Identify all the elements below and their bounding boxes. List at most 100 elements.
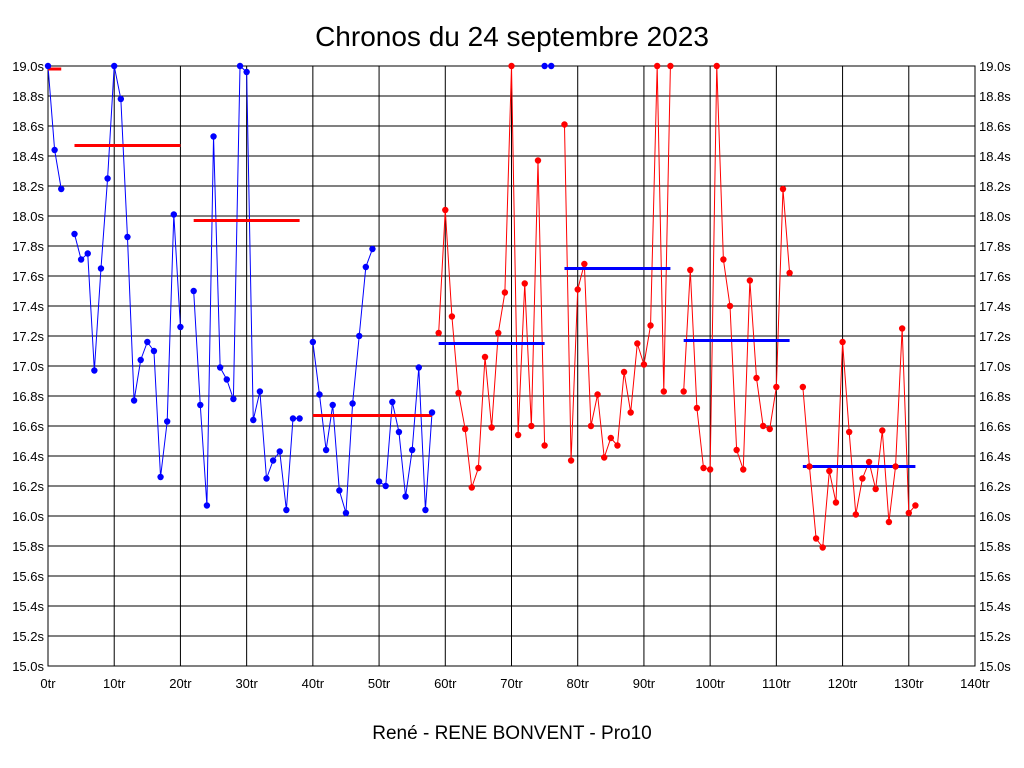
data-point [342,509,350,517]
y-tick-label-right: 17.6s [979,269,1011,284]
y-tick-label-left: 15.6s [12,569,44,584]
data-point [362,263,370,271]
data-point [488,424,495,431]
y-tick-label-left: 15.0s [12,659,44,674]
chart-subtitle: René - RENE BONVENT - Pro10 [372,723,651,744]
data-point [892,463,899,470]
data-point [97,265,105,272]
data-point [620,368,628,376]
data-point [276,448,283,455]
data-point [713,62,720,70]
x-tick-label: 70tr [500,676,523,691]
data-point [269,457,277,464]
data-point [250,416,257,424]
y-tick-label-right: 18.2s [979,179,1011,194]
y-tick-label-left: 18.8s [12,89,44,104]
data-point [627,409,634,416]
data-point [111,62,118,70]
y-tick-label-left: 15.8s [12,539,44,554]
data-point [581,260,588,268]
y-tick-label-left: 16.0s [12,509,44,524]
data-point [845,428,853,436]
data-point [508,62,515,70]
data-point [117,95,125,103]
y-tick-label-right: 15.6s [979,569,1011,584]
data-point [740,466,747,473]
y-tick-label-right: 17.8s [979,239,1011,254]
data-point [51,146,58,154]
data-point [375,478,383,485]
data-point [389,398,396,406]
data-point [753,374,760,382]
data-point [495,329,502,337]
data-point [759,422,767,430]
y-tick-label-right: 17.4s [979,299,1011,314]
y-tick-label-right: 15.4s [979,599,1011,614]
data-point [594,391,601,398]
data-point [408,446,416,454]
y-tick-label-left: 19.0s [12,59,44,74]
y-tick-label-right: 18.6s [979,119,1011,134]
data-point [442,206,449,214]
data-point [190,287,197,295]
data-point [283,506,290,514]
x-tick-label: 140tr [960,676,990,691]
data-point [706,466,714,473]
y-tick-label-right: 16.8s [979,389,1011,404]
x-tick-label: 90tr [633,676,656,691]
y-tick-label-left: 15.2s [12,629,44,644]
y-tick-label-right: 15.2s [979,629,1011,644]
x-tick-label: 40tr [302,676,325,691]
data-point [422,506,429,514]
x-tick-label: 110tr [762,676,791,691]
data-point [223,376,230,383]
y-tick-label-left: 17.8s [12,239,44,254]
y-tick-label-left: 18.0s [12,209,44,224]
data-point [236,62,244,70]
data-point [640,361,648,368]
data-point [481,353,489,361]
data-point [71,230,78,238]
data-point [177,323,184,331]
data-point [170,211,178,218]
data-point [667,62,674,70]
data-point [58,185,65,193]
data-point [726,302,734,310]
data-point [786,269,793,277]
data-point [567,457,575,464]
data-point [746,277,754,284]
data-point [528,422,535,430]
data-point [720,256,727,263]
x-tick-label: 0tr [40,676,56,691]
data-point [461,425,469,433]
chart-title: Chronos du 24 septembre 2023 [315,21,709,52]
data-point [687,266,694,274]
x-tick-label: 80tr [567,676,590,691]
data-point [912,502,919,509]
data-point [137,356,144,364]
x-axis-labels: 0tr 10tr 20tr 30tr 40tr 50tr 60tr 70tr 80tr 90tr 1… [40,676,990,691]
data-point [455,389,462,397]
y-tick-label-left: 17.4s [12,299,44,314]
data-point [124,233,131,241]
data-point [799,383,807,391]
data-point [541,62,548,70]
data-point [812,535,820,542]
y-tick-label-right: 15.0s [979,659,1011,674]
data-point [435,329,442,337]
y-tick-label-left: 16.2s [12,479,44,494]
y-tick-label-right: 15.8s [979,539,1011,554]
data-point [382,482,389,490]
data-point [514,431,522,439]
data-point [84,250,91,257]
data-point [197,401,204,409]
data-point [766,425,773,433]
data-point [634,340,641,347]
data-point [369,245,376,253]
x-tick-label: 20tr [169,676,192,691]
data-point [468,484,475,491]
data-point [653,62,661,70]
y-tick-label-right: 18.8s [979,89,1011,104]
data-point [832,499,840,506]
